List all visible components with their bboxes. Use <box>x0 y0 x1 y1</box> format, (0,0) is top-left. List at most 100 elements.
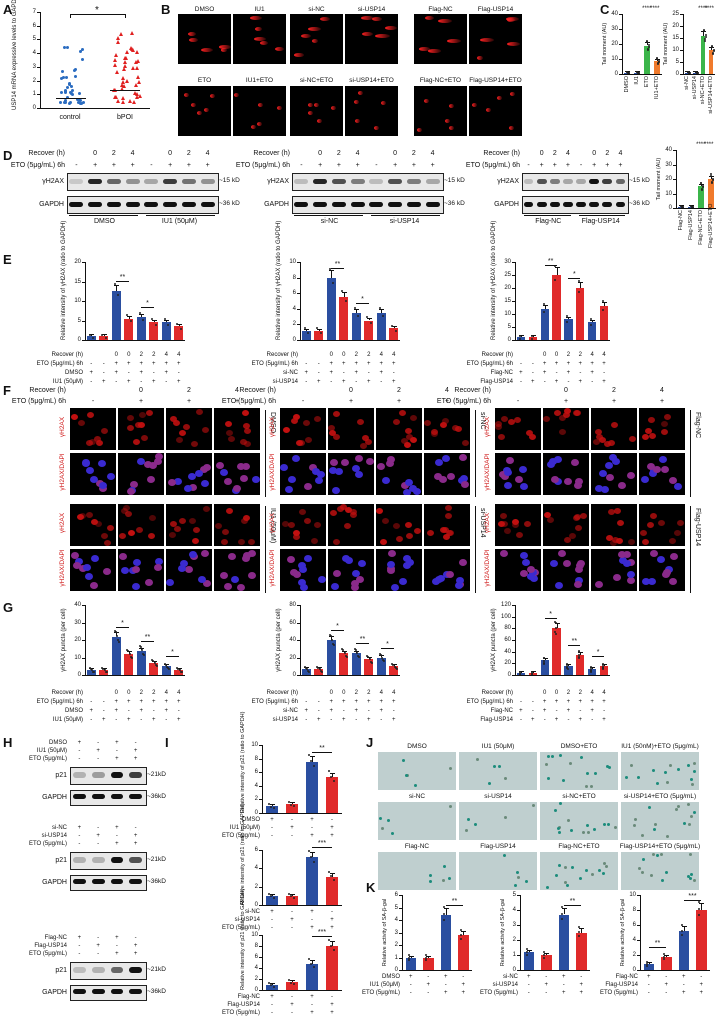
panel-j-cell <box>586 823 590 827</box>
panel-g-eto-mark: + <box>329 699 334 705</box>
panel-i-chart-0-error-bar <box>312 755 313 762</box>
panel-e-chart-2-error-cap <box>566 316 572 318</box>
panel-c-chart-1-dot <box>712 50 715 52</box>
panel-g-chart-1-error-bar <box>331 635 333 640</box>
panel-f-row-label: γH2AX <box>59 416 66 438</box>
panel-c-chart-2-dot <box>692 206 694 208</box>
panel-h-band-p21 <box>110 857 124 863</box>
panel-f-image <box>543 453 589 495</box>
panel-e-chart-2-error-bar <box>532 335 534 338</box>
panel-f-image-cell <box>351 465 360 473</box>
panel-k-mark: - <box>545 990 548 996</box>
panel-f-image <box>639 504 685 546</box>
panel-c-chart-0-dot <box>647 48 649 51</box>
panel-i-chart-0-ytick <box>259 813 262 814</box>
panel-e-chart-0-dot <box>92 337 95 340</box>
panel-f-image <box>591 549 637 591</box>
panel-e-chart-1-x-axis <box>300 340 400 341</box>
panel-i-chart-0-ytick-label: 0 <box>254 810 258 816</box>
panel-g-row3-label: IU1 (50μM) <box>52 717 83 723</box>
panel-g-chart-1-dot <box>345 655 348 658</box>
panel-k-mark: - <box>580 974 583 980</box>
panel-f-eto-mark: + <box>234 398 240 405</box>
panel-e-eto-mark: + <box>554 361 559 367</box>
panel-d-kd: ~15 kD <box>219 177 240 184</box>
panel-h-kd: ~21kD <box>147 966 166 973</box>
panel-g-chart-1-bar <box>339 653 349 675</box>
panel-i-chart-1-error-bar <box>332 873 333 877</box>
panel-e-chart-2-bar <box>599 306 609 340</box>
panel-i-chart-1-x-axis <box>262 905 342 906</box>
panel-e-row2-label: si-NC <box>283 370 298 376</box>
panel-g-row3-mark: + <box>366 717 371 723</box>
panel-g-chart-1-error-bar <box>343 650 345 654</box>
panel-f-image <box>280 453 326 495</box>
panel-c-chart-2-error-bar <box>701 183 702 187</box>
panel-k-chart-0-ytick-label: 2 <box>394 942 398 948</box>
panel-f-image-cell <box>333 411 341 418</box>
panel-g-chart-2-error-bar <box>520 671 522 674</box>
panel-f-image-cell <box>224 421 232 428</box>
panel-f-image <box>280 504 326 546</box>
panel-i-chart-0-error-bar <box>272 804 273 807</box>
panel-i-chart-2-ytick <box>259 957 262 958</box>
panel-e-chart-2-dot <box>530 335 533 338</box>
panel-f-image-cell <box>227 435 235 442</box>
panel-c-chart-0-dot <box>648 44 650 47</box>
panel-e-chart-1-dot <box>391 324 394 327</box>
panel-g-chart-0-ytick-label: 10 <box>74 654 81 661</box>
panel-k-chart-2-error-cap <box>664 954 670 956</box>
panel-f-image-cell <box>298 561 307 569</box>
panel-f-image-cell <box>223 477 232 485</box>
panel-f-image-cell <box>330 509 338 516</box>
panel-f-image-cell <box>607 509 615 516</box>
panel-f-image-cell <box>442 454 451 462</box>
panel-f-image-cell <box>303 554 312 562</box>
panel-g-chart-2-x-axis <box>515 675 610 676</box>
panel-k-chart-2-ytick <box>637 940 640 941</box>
panel-d-eto-mark: + <box>318 162 323 169</box>
panel-h-band-p21 <box>73 967 86 973</box>
panel-e-chart-0-bar <box>124 318 134 340</box>
panel-g-eto-mark: + <box>542 699 547 705</box>
panel-a-ytick-label: 7 <box>32 9 36 15</box>
panel-f-image-cell <box>287 522 295 529</box>
panel-k-chart-1-error-bar <box>528 949 530 952</box>
panel-f-image-cell <box>606 473 615 481</box>
panel-j-cell <box>564 881 568 884</box>
panel-f-hour: 0 <box>139 387 143 394</box>
panel-g-chart-0-error-bar <box>153 660 155 663</box>
panel-f-image-cell <box>647 577 656 585</box>
panel-g-chart-0-error-cap <box>139 647 145 649</box>
panel-g-chart-1-dot <box>328 633 331 636</box>
panel-f-image-cell <box>303 483 312 491</box>
panel-f-image <box>543 408 589 450</box>
panel-h-protein: p21 <box>55 772 67 779</box>
panel-f-image-cell <box>184 484 193 492</box>
panel-b-image-cell <box>307 103 313 108</box>
panel-g-eto-mark: - <box>519 699 522 705</box>
panel-f-image-cell <box>563 411 571 418</box>
panel-e-chart-1-dot <box>319 331 322 334</box>
panel-g-chart-1-dot <box>368 658 371 661</box>
panel-f-image-cell <box>120 566 129 574</box>
panel-i-chart-2-error-cap <box>290 980 295 982</box>
panel-j-cell <box>566 883 570 887</box>
panel-i-mark: - <box>271 1010 273 1016</box>
panel-k-mark: + <box>699 990 704 996</box>
panel-f-row-label: γH2AX/DAPI <box>484 453 491 491</box>
panel-h-protein: p21 <box>55 857 67 864</box>
panel-d-hour: 2 <box>336 150 341 157</box>
panel-g-chart-0-dot <box>164 663 167 666</box>
panel-g-chart-0-error-cap <box>126 651 132 653</box>
panel-i-chart-0-dot <box>313 765 315 768</box>
panel-f-image-cell <box>189 483 198 491</box>
panel-i-mark: - <box>311 1002 313 1008</box>
panel-f-row-label: γH2AX <box>269 512 276 534</box>
panel-c-chart-0-ytick-label: 30 <box>611 26 618 32</box>
panel-i-sig: *** <box>317 929 327 936</box>
panel-k-mark: - <box>527 990 530 996</box>
panel-j-cell <box>687 802 691 806</box>
panel-j-cell <box>380 827 384 831</box>
panel-b-image-cell <box>509 126 514 131</box>
